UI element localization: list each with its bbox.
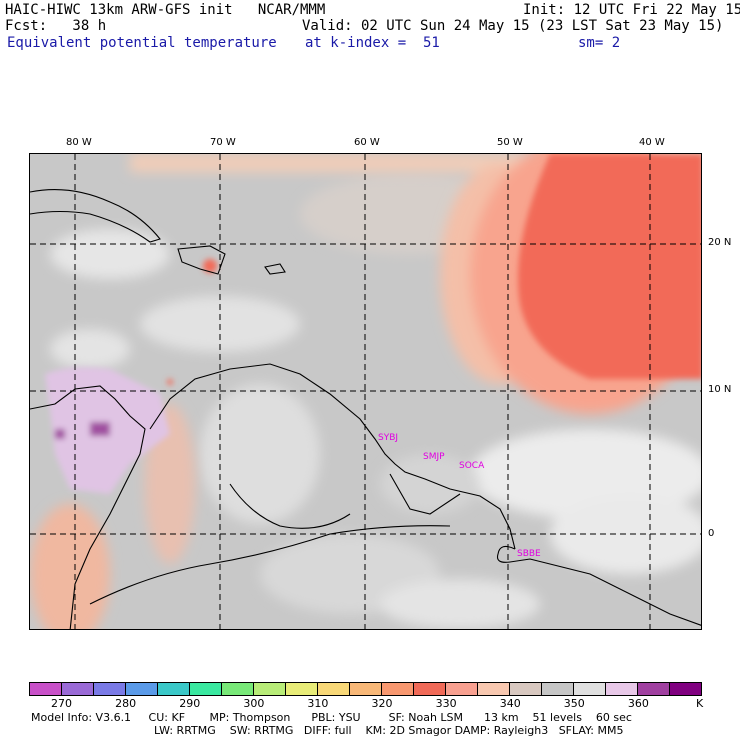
low-theta-e-area (45, 367, 170, 494)
colorbar (29, 682, 702, 696)
high-theta-e-core (167, 154, 701, 385)
light-gray-areas (50, 174, 701, 629)
colorbar-swatch (254, 683, 286, 695)
colorbar-swatch (30, 683, 62, 695)
init-time: Init: 12 UTC Fri 22 May 15 (523, 2, 740, 18)
lat-lon-grid (30, 154, 701, 629)
colorbar-label: 330 (435, 697, 457, 710)
map-panel (29, 153, 702, 630)
colorbar-label: 350 (563, 697, 585, 710)
station-label: SMJP (423, 452, 445, 462)
colorbar-swatch (606, 683, 638, 695)
level-index: at k-index = 51 (305, 35, 440, 51)
colorbar-label: 290 (179, 697, 201, 710)
lat-label: 0 (708, 528, 715, 539)
colorbar-label: 320 (371, 697, 393, 710)
colorbar-label: 360 (627, 697, 649, 710)
model-info-line2: LW: RRTMG SW: RRTMG DIFF: full KM: 2D Sm… (154, 724, 624, 737)
colorbar-swatch (286, 683, 318, 695)
colorbar-swatch (158, 683, 190, 695)
colorbar-swatch (478, 683, 510, 695)
plot-title: HAIC-HIWC 13km ARW-GFS init NCAR/MMM (5, 2, 326, 18)
field-name: Equivalent potential temperature (7, 35, 277, 51)
colorbar-swatch (542, 683, 574, 695)
station-label: SOCA (459, 461, 485, 471)
colorbar-swatch (446, 683, 478, 695)
colorbar-label: 310 (307, 697, 329, 710)
lat-label: 10 N (708, 384, 732, 395)
lon-label: 50 W (497, 137, 523, 148)
colorbar-swatch (126, 683, 158, 695)
colorbar-swatch (574, 683, 606, 695)
colorbar-label: K (696, 697, 704, 710)
valid-time: Valid: 02 UTC Sun 24 May 15 (23 LST Sat … (302, 18, 724, 34)
colorbar-label: 280 (115, 697, 137, 710)
colorbar-swatch (350, 683, 382, 695)
colorbar-swatch (638, 683, 670, 695)
map-svg (30, 154, 701, 629)
model-info-line1: Model Info: V3.6.1 CU: KF MP: Thompson P… (31, 711, 632, 724)
station-label: SBBE (517, 549, 541, 559)
station-label: SYBJ (378, 433, 399, 443)
colorbar-swatch (510, 683, 542, 695)
lon-label: 70 W (210, 137, 236, 148)
colorbar-swatch (414, 683, 446, 695)
colorbar-swatch (382, 683, 414, 695)
lat-label: 20 N (708, 237, 732, 248)
lon-label: 60 W (354, 137, 380, 148)
smoothing: sm= 2 (578, 35, 621, 51)
forecast-hour: Fcst: 38 h (5, 18, 107, 34)
colorbar-swatch (670, 683, 701, 695)
colorbar-label: 270 (51, 697, 73, 710)
colorbar-swatch (62, 683, 94, 695)
colorbar-swatch (222, 683, 254, 695)
colorbar-label: 340 (499, 697, 521, 710)
colorbar-swatch (318, 683, 350, 695)
colorbar-swatch (94, 683, 126, 695)
colorbar-label: 300 (243, 697, 265, 710)
lon-label: 40 W (639, 137, 665, 148)
colorbar-swatch (190, 683, 222, 695)
lon-label: 80 W (66, 137, 92, 148)
